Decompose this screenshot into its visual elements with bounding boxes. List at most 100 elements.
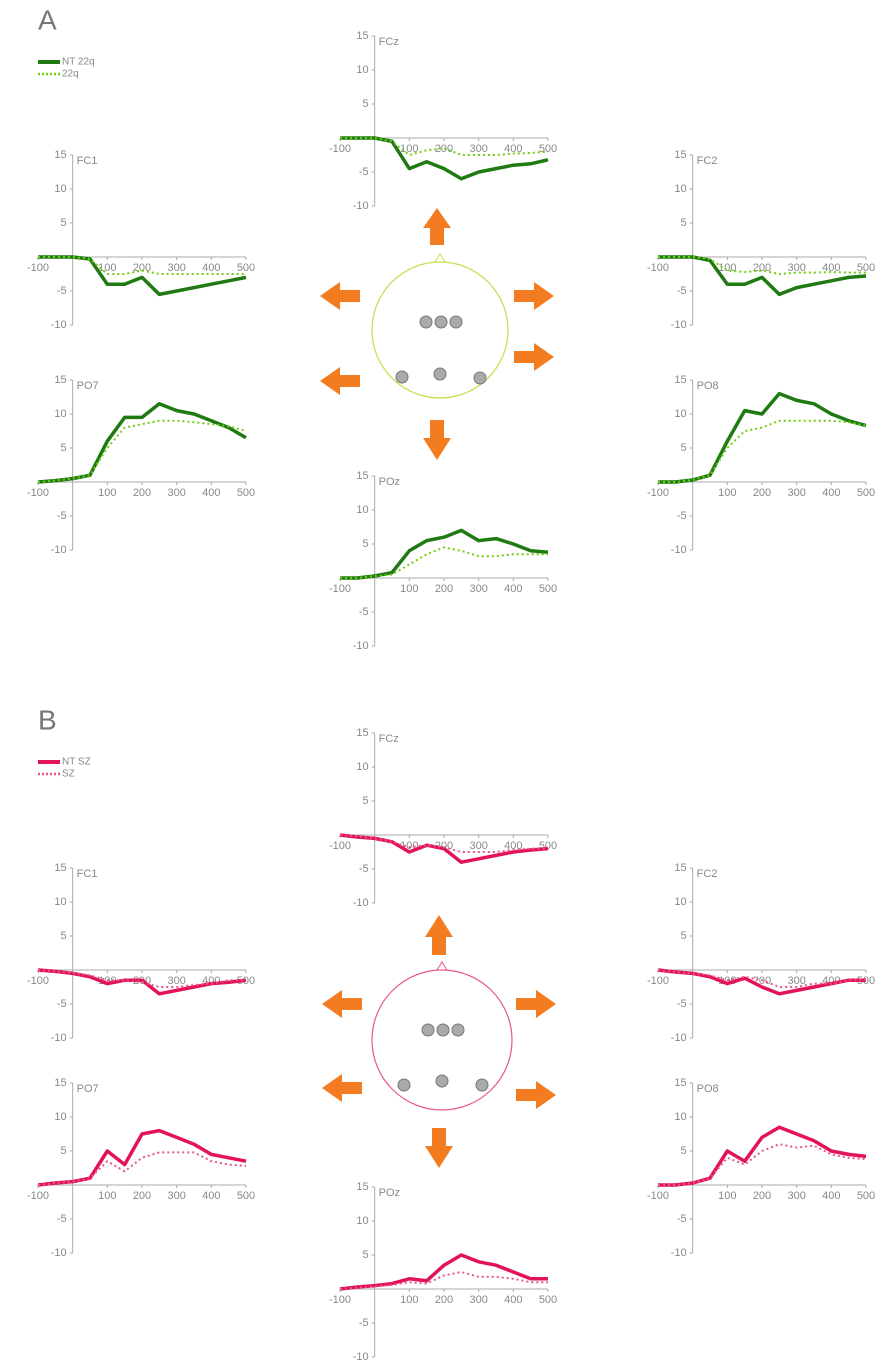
- y-tick-label: -10: [51, 1247, 67, 1259]
- x-tick-label: 500: [237, 1190, 255, 1202]
- series-line: [339, 1271, 548, 1290]
- subplot-title: POz: [379, 476, 400, 488]
- y-tick-label: -10: [671, 1247, 687, 1259]
- y-tick-label: -10: [51, 544, 67, 556]
- x-tick-label: 400: [202, 262, 220, 274]
- subplot-title: FCz: [379, 733, 399, 745]
- y-tick-label: -5: [677, 998, 687, 1010]
- y-tick-label: -5: [57, 285, 67, 297]
- series-line: [37, 1128, 247, 1187]
- y-tick-label: 10: [356, 504, 368, 516]
- x-tick-label: 100: [718, 1190, 736, 1202]
- x-tick-label: -100: [329, 143, 351, 155]
- series-line: [340, 546, 548, 579]
- x-tick-label: 200: [753, 262, 771, 274]
- y-tick-label: -10: [353, 897, 369, 909]
- x-tick-label: 500: [539, 583, 557, 595]
- y-tick-label: 5: [363, 98, 369, 110]
- y-tick-label: 15: [54, 149, 66, 161]
- series-line: [658, 391, 867, 484]
- x-tick-label: 100: [98, 487, 116, 499]
- y-tick-label: 15: [356, 1181, 368, 1193]
- y-tick-label: 15: [54, 374, 66, 386]
- x-tick-label: 300: [469, 840, 487, 852]
- x-tick-label: 200: [133, 1190, 151, 1202]
- x-tick-label: 400: [822, 262, 840, 274]
- x-tick-label: 500: [539, 143, 557, 155]
- x-tick-label: 400: [504, 583, 522, 595]
- y-tick-label: 5: [681, 442, 687, 454]
- x-tick-label: 500: [857, 262, 875, 274]
- head-diagram-a: [320, 208, 554, 460]
- y-tick-label: 10: [356, 64, 368, 76]
- y-tick-label: 5: [363, 538, 369, 550]
- y-tick-label: -10: [51, 1032, 67, 1044]
- subplot-title: FCz: [379, 36, 399, 48]
- y-tick-label: -10: [353, 640, 369, 652]
- x-tick-label: 200: [435, 1294, 453, 1306]
- y-tick-label: 10: [674, 1111, 686, 1123]
- x-tick-label: 300: [787, 487, 805, 499]
- x-tick-label: -100: [27, 1190, 49, 1202]
- subplot-title: PO8: [697, 1083, 719, 1095]
- y-tick-label: 15: [54, 1077, 66, 1089]
- x-tick-label: -100: [329, 840, 351, 852]
- y-tick-label: 10: [54, 896, 66, 908]
- x-tick-label: 400: [202, 487, 220, 499]
- y-tick-label: 15: [674, 374, 686, 386]
- y-tick-label: -5: [359, 606, 369, 618]
- y-tick-label: 15: [674, 862, 686, 874]
- panel-label: A: [38, 4, 57, 35]
- x-tick-label: 300: [167, 1190, 185, 1202]
- y-tick-label: -10: [671, 544, 687, 556]
- y-tick-label: 15: [356, 470, 368, 482]
- y-tick-label: 5: [363, 795, 369, 807]
- x-tick-label: 300: [469, 143, 487, 155]
- legend-label: 22q: [62, 69, 79, 80]
- x-tick-label: 400: [822, 1190, 840, 1202]
- x-tick-label: -100: [27, 262, 49, 274]
- series-line: [37, 402, 247, 484]
- series-line: [38, 256, 246, 275]
- y-tick-label: 10: [674, 408, 686, 420]
- series-line: [657, 969, 866, 988]
- y-tick-label: 10: [674, 183, 686, 195]
- y-tick-label: 15: [674, 149, 686, 161]
- x-tick-label: 400: [822, 487, 840, 499]
- x-tick-label: 100: [718, 262, 736, 274]
- x-tick-label: 200: [133, 487, 151, 499]
- x-tick-label: 100: [400, 583, 418, 595]
- series-line: [38, 255, 247, 297]
- y-tick-label: -5: [359, 1317, 369, 1329]
- panel-label: B: [38, 704, 57, 735]
- x-tick-label: 100: [718, 487, 736, 499]
- y-tick-label: 10: [674, 896, 686, 908]
- y-tick-label: -5: [677, 1213, 687, 1225]
- subplot-title: PO7: [77, 1083, 99, 1095]
- series-line: [37, 1151, 247, 1186]
- legend-label: SZ: [62, 769, 75, 780]
- y-tick-label: 15: [356, 30, 368, 42]
- y-tick-label: -5: [57, 998, 67, 1010]
- subplot-title: FC1: [77, 155, 98, 167]
- y-tick-label: 10: [54, 183, 66, 195]
- y-tick-label: 15: [54, 862, 66, 874]
- y-tick-label: 15: [674, 1077, 686, 1089]
- x-tick-label: 400: [504, 1294, 522, 1306]
- y-tick-label: -5: [57, 510, 67, 522]
- y-tick-label: 10: [54, 1111, 66, 1123]
- x-tick-label: 200: [435, 583, 453, 595]
- series-line: [658, 255, 867, 297]
- x-tick-label: 100: [98, 262, 116, 274]
- y-tick-label: -10: [353, 1351, 369, 1363]
- y-tick-label: 5: [61, 217, 67, 229]
- y-tick-label: 5: [61, 442, 67, 454]
- x-tick-label: -100: [647, 262, 669, 274]
- x-tick-label: 100: [98, 1190, 116, 1202]
- x-tick-label: -100: [27, 487, 49, 499]
- subplot-title: FC2: [697, 868, 718, 880]
- y-tick-label: -10: [353, 200, 369, 212]
- y-tick-label: 15: [356, 727, 368, 739]
- y-tick-label: -10: [51, 319, 67, 331]
- subplot-title: FC2: [697, 155, 718, 167]
